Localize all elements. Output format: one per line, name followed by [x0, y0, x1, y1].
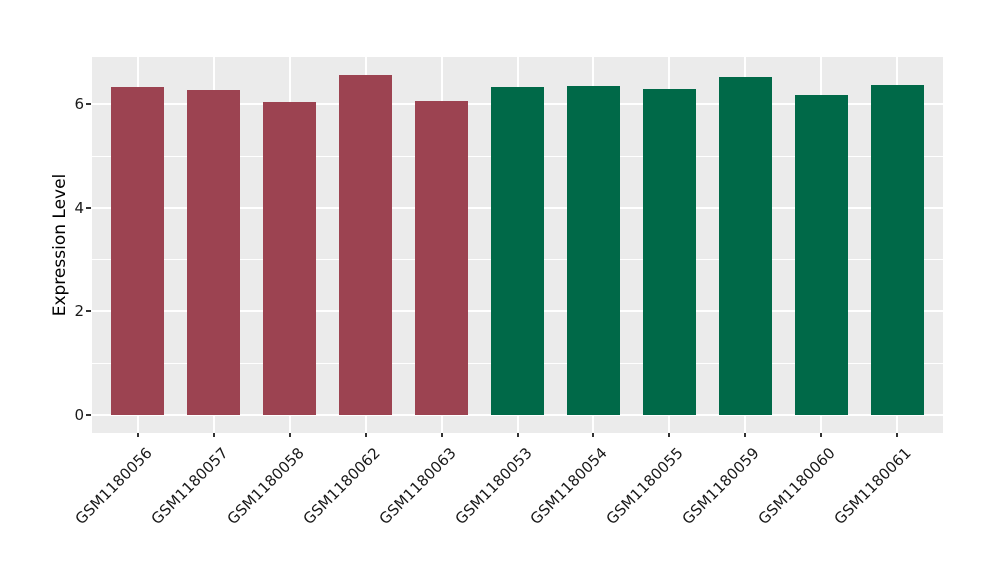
y-tick-label: 4: [74, 198, 84, 217]
bar-GSM1180054: [566, 85, 620, 415]
y-tick: [86, 103, 91, 106]
x-tick: [820, 433, 823, 437]
bar-GSM1180059: [718, 76, 772, 415]
x-tick: [744, 433, 747, 437]
bar-GSM1180057: [187, 89, 241, 415]
bar-GSM1180061: [870, 84, 924, 415]
y-tick-label: 2: [74, 302, 84, 321]
y-tick: [86, 206, 91, 209]
bar-GSM1180058: [263, 101, 317, 415]
x-tick: [364, 433, 367, 437]
bar-GSM1180060: [794, 95, 848, 415]
bar-GSM1180062: [339, 74, 393, 415]
x-tick: [668, 433, 671, 437]
x-tick-label: GSM1180056: [71, 444, 156, 529]
x-tick: [212, 433, 215, 437]
plot-panel: [92, 57, 943, 433]
bar-GSM1180055: [642, 88, 696, 415]
x-tick: [440, 433, 443, 437]
y-tick: [86, 310, 91, 313]
x-tick: [592, 433, 595, 437]
x-tick: [516, 433, 519, 437]
y-major-gridline: [92, 414, 943, 416]
x-tick: [896, 433, 899, 437]
bar-GSM1180053: [491, 87, 544, 415]
y-tick-label: 0: [74, 406, 84, 424]
x-tick: [136, 433, 139, 437]
bar-GSM1180063: [415, 100, 469, 415]
y-axis-title: Expression Level: [50, 173, 70, 317]
y-tick-label: 6: [74, 95, 84, 114]
y-tick: [86, 414, 91, 416]
bar-GSM1180056: [111, 87, 165, 415]
x-tick: [288, 433, 291, 437]
